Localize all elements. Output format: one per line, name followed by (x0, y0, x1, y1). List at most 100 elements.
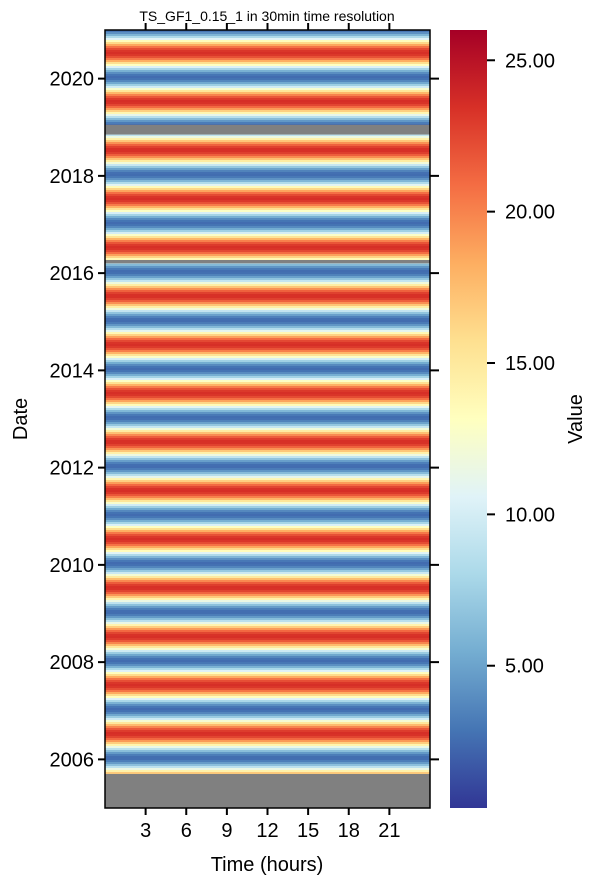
heatmap-row (105, 558, 430, 561)
heatmap-row (105, 770, 430, 773)
heatmap-row (105, 82, 430, 85)
heatmap-row (105, 290, 430, 293)
heatmap-row (105, 282, 430, 285)
heatmap-row (105, 148, 430, 151)
heatmap-row (105, 296, 430, 299)
heatmap-row (105, 280, 430, 283)
heatmap-row (105, 292, 430, 295)
heatmap-row (105, 214, 430, 217)
heatmap-row (105, 408, 430, 411)
heatmap-row (105, 552, 430, 555)
heatmap-row (105, 318, 430, 321)
heatmap-row (105, 618, 430, 621)
heatmap-row (105, 90, 430, 93)
heatmap-row (105, 170, 430, 173)
heatmap-row (105, 500, 430, 503)
colorbar-tick-label: 10.00 (505, 504, 555, 526)
heatmap-row (105, 728, 430, 731)
heatmap-row (105, 592, 430, 595)
heatmap-row (105, 720, 430, 723)
heatmap-row (105, 312, 430, 315)
heatmap-row (105, 616, 430, 619)
y-tick-label: 2014 (50, 360, 95, 382)
heatmap-row (105, 138, 430, 141)
heatmap-row (105, 702, 430, 705)
heatmap-row (105, 690, 430, 693)
heatmap-row (105, 244, 430, 247)
heatmap-row (105, 276, 430, 279)
heatmap-row (105, 486, 430, 489)
heatmap-row (105, 176, 430, 179)
heatmap-row (105, 364, 430, 367)
heatmap-row (105, 300, 430, 303)
heatmap-row (105, 64, 430, 67)
heatmap-row (105, 144, 430, 147)
heatmap-row (105, 650, 430, 653)
heatmap-row (105, 154, 430, 157)
heatmap-row (105, 346, 430, 349)
heatmap-row (105, 404, 430, 407)
heatmap-row (105, 614, 430, 617)
missing-period (105, 773, 430, 808)
heatmap-row (105, 298, 430, 301)
heatmap-row (105, 528, 430, 531)
heatmap-row (105, 362, 430, 365)
heatmap-row (105, 374, 430, 377)
heatmap-row (105, 480, 430, 483)
heatmap-row (105, 494, 430, 497)
heatmap-row (105, 660, 430, 663)
heatmap-row (105, 478, 430, 481)
heatmap-row (105, 708, 430, 711)
heatmap-row (105, 472, 430, 475)
heatmap-row (105, 186, 430, 189)
heatmap-row (105, 106, 430, 109)
heatmap-row (105, 712, 430, 715)
heatmap-row (105, 772, 430, 775)
heatmap-row (105, 116, 430, 119)
heatmap-row (105, 706, 430, 709)
heatmap-row (105, 114, 430, 117)
heatmap-row (105, 168, 430, 171)
x-tick-label: 15 (297, 820, 319, 842)
heatmap-row (105, 668, 430, 671)
heatmap-row (105, 632, 430, 635)
heatmap-row (105, 522, 430, 525)
heatmap-row (105, 230, 430, 233)
heatmap-row (105, 676, 430, 679)
heatmap-row (105, 212, 430, 215)
heatmap-row (105, 762, 430, 765)
heatmap-row (105, 382, 430, 385)
heatmap-row (105, 692, 430, 695)
heatmap-row (105, 630, 430, 633)
heatmap-row (105, 238, 430, 241)
heatmap-row (105, 544, 430, 547)
heatmap-row (105, 416, 430, 419)
heatmap-row (105, 432, 430, 435)
heatmap-row (105, 194, 430, 197)
heatmap-row (105, 270, 430, 273)
heatmap-row (105, 200, 430, 203)
heatmap-row (105, 38, 430, 41)
heatmap-row (105, 338, 430, 341)
colorbar-tick-label: 15.00 (505, 353, 555, 375)
heatmap-row (105, 250, 430, 253)
heatmap-row (105, 96, 430, 99)
heatmap-row (105, 470, 430, 473)
heatmap-row (105, 78, 430, 81)
heatmap-row (105, 648, 430, 651)
missing-period (105, 124, 430, 135)
y-axis: 2006 2008 2010 2012 2014 2016 2018 2020 (50, 69, 439, 771)
heatmap-row (105, 450, 430, 453)
heatmap-row (105, 518, 430, 521)
heatmap-row (105, 142, 430, 145)
heatmap-row (105, 100, 430, 103)
heatmap-row (105, 240, 430, 243)
x-tick-label: 21 (378, 820, 400, 842)
heatmap-row (105, 662, 430, 665)
heatmap-row (105, 562, 430, 565)
heatmap-row (105, 164, 430, 167)
heatmap-row (105, 278, 430, 281)
heatmap-row (105, 718, 430, 721)
heatmap-row (105, 320, 430, 323)
